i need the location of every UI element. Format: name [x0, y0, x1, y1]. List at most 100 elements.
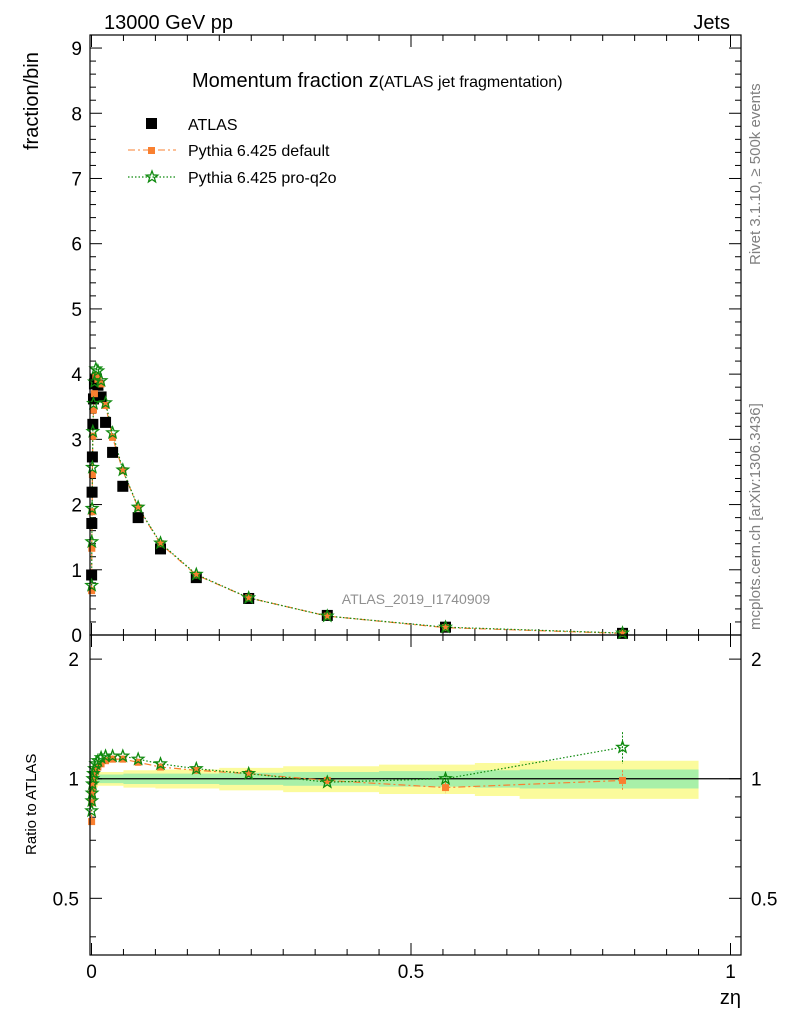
ratio-proq2o-point: [188, 760, 204, 776]
chart-title-main: Momentum fraction z: [192, 70, 379, 92]
proq2o-point: [153, 535, 168, 550]
default-point: [245, 594, 253, 602]
legend-default-label: Pythia 6.425 default: [188, 143, 330, 160]
ratio-proq2o-point: [153, 755, 168, 771]
default-point: [89, 432, 97, 440]
top-ylabel: fraction/bin: [21, 52, 43, 150]
default-point: [88, 471, 96, 479]
bottom-xtick-label: 0: [86, 962, 97, 983]
header-left: 13000 GeV pp: [104, 12, 233, 34]
proq2o-point: [115, 462, 131, 477]
proq2o-point: [319, 608, 335, 623]
ratio-default-point: [102, 757, 110, 765]
top-ytick-label: 4: [71, 365, 82, 386]
default-point: [157, 540, 165, 548]
proq2o-point: [86, 395, 101, 410]
ratio-ylabel: Ratio to ATLAS: [23, 754, 40, 855]
legend: ATLAS Pythia 6.425 default Pythia 6.425 …: [128, 117, 337, 187]
atlas-point: [95, 391, 107, 403]
default-point: [94, 375, 102, 383]
mcplots-label: mcplots.cern.ch [arXiv:1306.3436]: [747, 403, 764, 630]
ratio-proq2o-point: [615, 739, 630, 754]
ratio-band-layer: [90, 760, 741, 799]
ratio-default-point: [442, 784, 450, 792]
proq2o-point: [84, 577, 100, 592]
atlas-point: [155, 543, 167, 555]
legend-atlas-label: ATLAS: [188, 117, 238, 134]
top-series-layer: [84, 361, 630, 640]
default-point: [90, 390, 98, 398]
top-ytick-label: 6: [71, 235, 82, 256]
proq2o-point: [84, 533, 100, 549]
ratio-proq2o-point: [319, 774, 335, 789]
atlas-point: [86, 517, 98, 529]
proq2o-point: [98, 394, 114, 410]
atlas-point: [117, 480, 129, 492]
proq2o-point: [241, 589, 257, 605]
ratio-proq2o-point: [115, 748, 131, 763]
proq2o-point: [105, 424, 121, 440]
ratio-default-point: [192, 766, 200, 774]
proq2o-point: [93, 372, 109, 388]
x-axis-label: zη: [720, 987, 741, 1009]
top-ytick-label: 7: [71, 169, 82, 190]
default-point: [89, 406, 97, 414]
header-right: Jets: [693, 12, 730, 34]
top-ytick-label: 9: [71, 39, 82, 60]
ratio-proq2o-point: [93, 749, 109, 764]
bottom-ytick-label: 2: [68, 650, 79, 671]
ratio-default-point: [245, 770, 253, 778]
top-ytick-label: 2: [71, 496, 82, 517]
ratio-default-point: [89, 780, 97, 788]
ratio-default-point: [88, 818, 96, 826]
default-point: [619, 629, 627, 637]
bottom-ytick-label-right: 0.5: [751, 889, 777, 910]
bottom-ytick-label: 1: [68, 770, 79, 791]
default-point: [119, 467, 127, 475]
analysis-id: ATLAS_2019_I1740909: [342, 591, 491, 607]
ratio-default-point: [323, 776, 331, 784]
atlas-point: [86, 486, 98, 498]
proq2o-point: [188, 566, 204, 581]
chart-title-sub: (ATLAS jet fragmentation): [379, 74, 563, 91]
proq2o-point: [130, 499, 146, 514]
proq2o-point: [85, 423, 101, 438]
default-point: [192, 571, 200, 579]
atlas-point: [86, 569, 98, 581]
ratio-proq2o-point: [84, 776, 100, 791]
default-point: [88, 587, 96, 595]
atlas-point: [100, 416, 112, 428]
bottom-axis-ticks: 0 0.5 1 0.5 0.5 1 1 2 2: [53, 635, 777, 983]
proq2o-point: [438, 619, 453, 634]
default-point: [323, 612, 331, 620]
top-ytick-label: 5: [71, 300, 82, 321]
ratio-proq2o-point: [438, 770, 453, 786]
atlas-point: [107, 446, 119, 458]
legend-proq2o-label: Pythia 6.425 pro-q2o: [188, 170, 337, 187]
legend-default-marker: [148, 147, 155, 154]
default-point: [442, 624, 450, 632]
ratio-default-point: [619, 776, 627, 784]
top-ytick-label: 3: [71, 430, 82, 451]
top-ytick-label: 0: [71, 626, 82, 647]
legend-atlas-marker: [146, 118, 157, 129]
ratio-proq2o-point: [84, 785, 100, 800]
default-point: [134, 504, 142, 512]
proq2o-point: [84, 500, 100, 515]
atlas-point: [86, 451, 98, 463]
default-point: [109, 433, 117, 441]
bottom-ytick-label-right: 2: [751, 650, 762, 671]
top-axis-ticks: 0 1 2 3 4 5 6 7 8 9: [71, 35, 741, 647]
default-point: [88, 544, 96, 552]
bottom-panel-frame: [89, 634, 742, 956]
atlas-point: [132, 512, 144, 524]
bottom-xtick-label: 1: [725, 962, 736, 983]
proq2o-point: [84, 459, 100, 474]
top-ytick-label: 8: [71, 104, 82, 125]
legend-star-shape: [144, 169, 160, 184]
legend-proq2o-marker: [144, 169, 160, 184]
chart-title: Momentum fraction z(ATLAS jet fragmentat…: [192, 70, 563, 92]
top-ytick-label: 1: [71, 561, 82, 582]
rivet-label: Rivet 3.1.10, ≥ 500k events: [747, 83, 764, 265]
